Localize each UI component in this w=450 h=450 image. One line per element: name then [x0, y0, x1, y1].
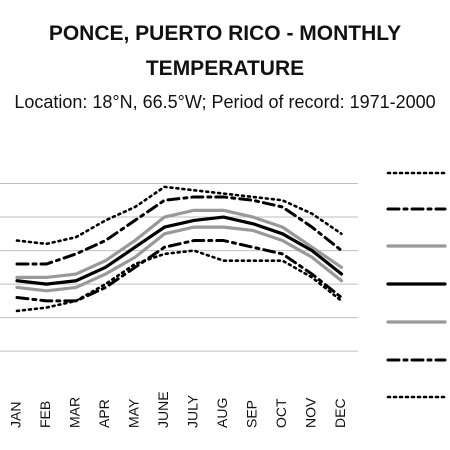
x-tick-label: AUG: [214, 398, 230, 428]
x-tick-label: OCT: [273, 398, 289, 428]
chart-title-line-1: PONCE, PUERTO RICO - MONTHLY: [48, 22, 402, 45]
series-line: [15, 195, 343, 266]
x-tick-label: NOV: [303, 397, 319, 428]
x-tick-label: MAR: [67, 397, 83, 428]
chart-title-line-2: TEMPERATURE: [145, 57, 305, 80]
x-tick-label: APR: [96, 399, 112, 428]
x-tick-label: MAY: [126, 398, 142, 428]
x-tick-label: DEC: [332, 398, 348, 428]
x-tick-label: SEP: [244, 400, 260, 428]
series-line: [15, 215, 344, 286]
series-line: [15, 208, 344, 280]
x-tick-label: JULY: [185, 394, 201, 428]
series-line: [15, 249, 343, 313]
x-tick-label: JAN: [8, 402, 24, 428]
series-line: [15, 239, 343, 303]
x-tick-label: FEB: [37, 401, 53, 428]
chart-subtitle: Location: 18°N, 66.5°W; Period of record…: [14, 92, 436, 112]
x-tick-label: JUNE: [155, 391, 171, 428]
series-line: [15, 185, 343, 246]
series-line: [15, 225, 344, 293]
